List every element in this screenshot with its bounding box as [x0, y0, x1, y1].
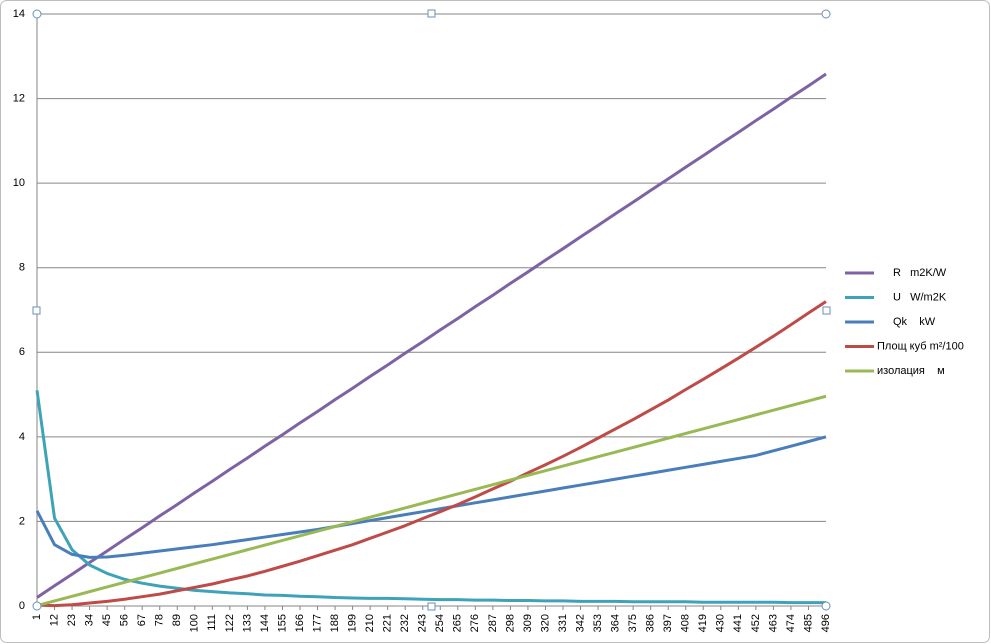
x-tick-label: 111	[206, 614, 218, 631]
selection-handles	[32, 9, 831, 611]
handle	[427, 9, 436, 18]
x-tick-label: 485	[802, 614, 814, 632]
y-tick-label: 2	[19, 515, 25, 527]
x-tick-label: 331	[557, 614, 569, 632]
x-tick-label: 496	[820, 614, 832, 632]
x-tick-label: 386	[645, 614, 657, 632]
x-tick-label: 474	[785, 614, 797, 632]
y-tick-label: 8	[19, 262, 25, 274]
x-tick-label: 408	[680, 614, 692, 632]
x-tick-label: 342	[574, 614, 586, 632]
series-line	[35, 435, 827, 559]
x-tick-label: 419	[697, 614, 709, 632]
legend-label: изолация м	[877, 365, 945, 377]
x-tick-label: 155	[276, 614, 288, 632]
x-tick-label: 89	[171, 614, 183, 626]
x-tick-label: 309	[522, 614, 534, 632]
handle	[821, 9, 831, 19]
x-tick-label: 166	[294, 614, 306, 632]
x-tick-label: 265	[452, 614, 464, 632]
x-tick-label: 56	[119, 614, 131, 626]
x-tick-label: 276	[469, 614, 481, 632]
x-tick-label: 243	[417, 614, 429, 632]
x-tick-label: 287	[487, 614, 499, 632]
y-tick-label: 0	[19, 600, 25, 612]
x-tick-label: 452	[750, 614, 762, 632]
x-tick-label: 199	[347, 614, 359, 632]
x-tick-label: 232	[399, 614, 411, 632]
y-tick-label: 14	[13, 8, 25, 20]
legend-label: Площ куб m²/100	[877, 340, 964, 352]
y-tick-label: 12	[13, 92, 25, 104]
y-tick-label: 6	[19, 346, 25, 358]
handle	[822, 306, 831, 315]
x-tick-label: 375	[627, 614, 639, 632]
x-tick-label: 23	[66, 614, 78, 626]
x-tick-label: 12	[48, 614, 60, 626]
series-line	[35, 390, 826, 605]
x-tick-label: 100	[189, 614, 201, 632]
x-tick-label: 463	[767, 614, 779, 632]
x-tick-label: 34	[84, 614, 96, 626]
y-tick-label: 10	[13, 177, 25, 189]
legend-label: Qk kW	[893, 316, 936, 328]
series-line	[36, 300, 827, 608]
x-tick-label: 122	[224, 614, 236, 632]
handle	[821, 601, 831, 611]
series-line	[36, 394, 827, 608]
x-tick-label: 210	[364, 614, 376, 632]
x-tick-label: 353	[592, 614, 604, 632]
x-tick-label: 67	[136, 614, 148, 626]
y-tick-label: 4	[19, 431, 25, 443]
x-tick-label: 78	[154, 614, 166, 626]
x-tick-label: 397	[662, 614, 674, 632]
x-tick-label: 221	[382, 614, 394, 632]
x-tick-label: 430	[715, 614, 727, 632]
x-tick-label: 188	[329, 614, 341, 632]
x-tick-label: 133	[241, 614, 253, 632]
x-tick-label: 320	[539, 614, 551, 632]
legend-label: R m2K/W	[893, 267, 947, 279]
x-tick-label: 177	[311, 614, 323, 632]
x-tick-label: 364	[610, 614, 622, 632]
legend-label: U W/m2K	[893, 291, 947, 303]
handle	[32, 601, 42, 611]
x-tick-label: 144	[259, 614, 271, 632]
series-line	[36, 72, 827, 599]
handle	[427, 602, 436, 611]
x-tick-label: 254	[434, 614, 446, 632]
handle	[32, 306, 41, 315]
x-tick-label: 1	[31, 614, 43, 620]
x-tick-label: 45	[101, 614, 113, 626]
handle	[32, 9, 42, 19]
x-tick-label: 298	[504, 614, 516, 632]
x-tick-label: 441	[732, 614, 744, 632]
